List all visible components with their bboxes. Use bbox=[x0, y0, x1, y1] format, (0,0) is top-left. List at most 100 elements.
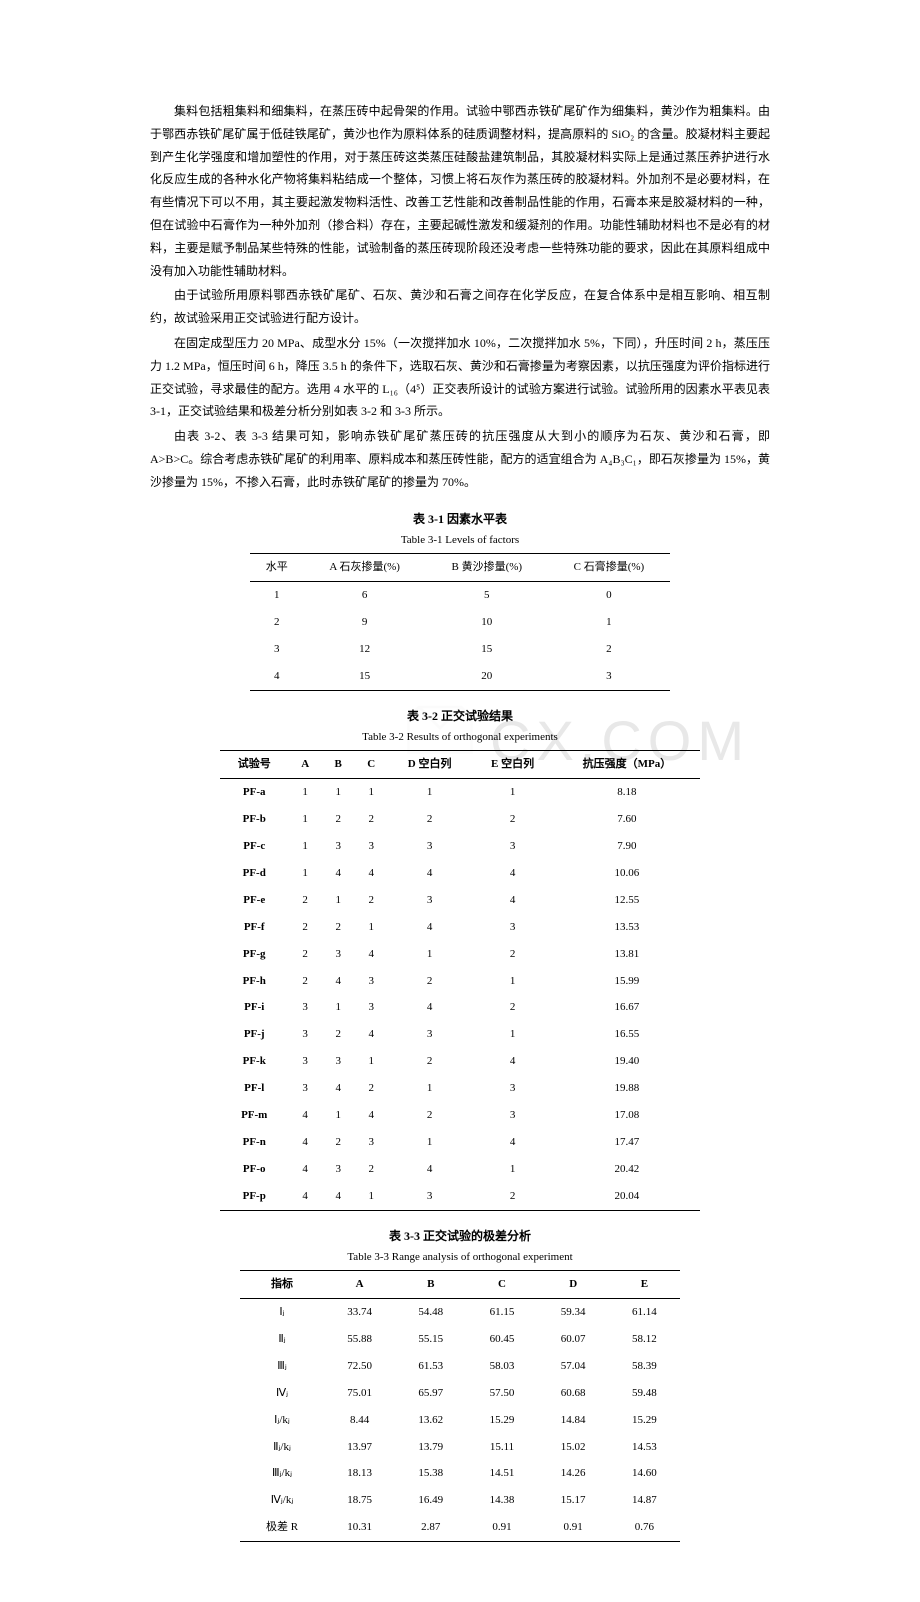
table-cell: 15.29 bbox=[609, 1407, 680, 1434]
table-header: C bbox=[354, 751, 387, 779]
table-cell: 0.76 bbox=[609, 1514, 680, 1541]
table-row: Ⅰⱼ33.7454.4861.1559.3461.14 bbox=[240, 1299, 680, 1326]
table-cell: 20 bbox=[426, 663, 548, 690]
table-cell: 4 bbox=[388, 994, 471, 1021]
table-cell: 3 bbox=[322, 941, 355, 968]
table-header: B bbox=[395, 1271, 466, 1299]
table-cell: PF-d bbox=[220, 860, 288, 887]
table-cell: 1 bbox=[388, 1075, 471, 1102]
table-cell: 2 bbox=[250, 609, 304, 636]
table-header: E bbox=[609, 1271, 680, 1299]
table-cell: 1 bbox=[322, 779, 355, 806]
table-cell: 1 bbox=[388, 1129, 471, 1156]
table-cell: 15.38 bbox=[395, 1460, 466, 1487]
table-header: A 石灰掺量(%) bbox=[304, 554, 426, 582]
table-cell: 10.31 bbox=[324, 1514, 395, 1541]
table-cell: 15 bbox=[304, 663, 426, 690]
table-cell: 10 bbox=[426, 609, 548, 636]
table-cell: PF-e bbox=[220, 887, 288, 914]
table-cell: 54.48 bbox=[395, 1299, 466, 1326]
table-row: PF-l3421319.88 bbox=[220, 1075, 700, 1102]
table-cell: 3 bbox=[288, 1021, 321, 1048]
table-cell: 3 bbox=[388, 1183, 471, 1210]
table-cell: 4 bbox=[388, 860, 471, 887]
paragraph-3: 在固定成型压力 20 MPa、成型水分 15%（一次搅拌加水 10%，二次搅拌加… bbox=[150, 332, 770, 423]
table-cell: 3 bbox=[322, 1048, 355, 1075]
table-cell: PF-c bbox=[220, 833, 288, 860]
table-cell: 61.53 bbox=[395, 1353, 466, 1380]
table-cell: 58.39 bbox=[609, 1353, 680, 1380]
table-cell: Ⅳⱼ/kⱼ bbox=[240, 1487, 324, 1514]
table-cell: 2 bbox=[354, 887, 387, 914]
table-cell: 2 bbox=[288, 941, 321, 968]
table-cell: 1 bbox=[322, 887, 355, 914]
table-cell: 16.55 bbox=[554, 1021, 700, 1048]
table-cell: 55.15 bbox=[395, 1326, 466, 1353]
table-cell: 14.84 bbox=[538, 1407, 609, 1434]
table-cell: 15.17 bbox=[538, 1487, 609, 1514]
table-cell: 14.26 bbox=[538, 1460, 609, 1487]
table-cell: 3 bbox=[250, 636, 304, 663]
table-cell: 60.45 bbox=[466, 1326, 537, 1353]
table-cell: 1 bbox=[288, 779, 321, 806]
table-cell: Ⅰⱼ bbox=[240, 1299, 324, 1326]
table-cell: 1 bbox=[471, 1156, 554, 1183]
table-header: C 石膏掺量(%) bbox=[548, 554, 670, 582]
table-cell: 1 bbox=[388, 941, 471, 968]
table-cell: 5 bbox=[426, 582, 548, 609]
table-cell: PF-h bbox=[220, 968, 288, 995]
table-cell: 61.14 bbox=[609, 1299, 680, 1326]
paragraph-1: 集料包括粗集料和细集料，在蒸压砖中起骨架的作用。试验中鄂西赤铁矿尾矿作为细集料，… bbox=[150, 100, 770, 282]
table-cell: 3 bbox=[288, 1075, 321, 1102]
table-cell: 15.29 bbox=[466, 1407, 537, 1434]
table-cell: 1 bbox=[471, 968, 554, 995]
table-cell: 2 bbox=[388, 1102, 471, 1129]
table-row: PF-b122227.60 bbox=[220, 806, 700, 833]
table-cell: 4 bbox=[322, 1075, 355, 1102]
table-cell: PF-k bbox=[220, 1048, 288, 1075]
table-cell: PF-o bbox=[220, 1156, 288, 1183]
paragraph-2: 由于试验所用原料鄂西赤铁矿尾矿、石灰、黄沙和石膏之间存在化学反应，在复合体系中是… bbox=[150, 284, 770, 330]
table-header: E 空白列 bbox=[471, 751, 554, 779]
table-cell: 57.50 bbox=[466, 1380, 537, 1407]
table-row: PF-k3312419.40 bbox=[220, 1048, 700, 1075]
table-cell: 3 bbox=[471, 1075, 554, 1102]
table-cell: 2 bbox=[288, 887, 321, 914]
table-cell: 3 bbox=[471, 1102, 554, 1129]
table-cell: 4 bbox=[354, 1021, 387, 1048]
table-cell: 14.38 bbox=[466, 1487, 537, 1514]
table-cell: 15.02 bbox=[538, 1434, 609, 1461]
table-cell: 8.44 bbox=[324, 1407, 395, 1434]
table-cell: 3 bbox=[354, 833, 387, 860]
table-cell: 2 bbox=[354, 1156, 387, 1183]
table-cell: 4 bbox=[471, 1048, 554, 1075]
table-cell: 13.97 bbox=[324, 1434, 395, 1461]
table-row: Ⅳⱼ75.0165.9757.5060.6859.48 bbox=[240, 1380, 680, 1407]
table-cell: 15 bbox=[426, 636, 548, 663]
table-cell: 14.60 bbox=[609, 1460, 680, 1487]
table-cell: 4 bbox=[388, 1156, 471, 1183]
table-cell: 60.68 bbox=[538, 1380, 609, 1407]
table-cell: 极差 R bbox=[240, 1514, 324, 1541]
table-cell: 4 bbox=[288, 1156, 321, 1183]
table-cell: Ⅲⱼ bbox=[240, 1353, 324, 1380]
table-cell: 75.01 bbox=[324, 1380, 395, 1407]
table-3-1: 水平A 石灰掺量(%)B 黄沙掺量(%)C 石膏掺量(%) 1650291013… bbox=[250, 553, 670, 690]
table-cell: 12 bbox=[304, 636, 426, 663]
table-cell: 4 bbox=[388, 914, 471, 941]
table-header: 试验号 bbox=[220, 751, 288, 779]
table-cell: 14.53 bbox=[609, 1434, 680, 1461]
table-cell: 2 bbox=[354, 806, 387, 833]
table-cell: 4 bbox=[354, 941, 387, 968]
table-cell: 8.18 bbox=[554, 779, 700, 806]
table-cell: 2 bbox=[322, 1129, 355, 1156]
table-cell: 4 bbox=[322, 1183, 355, 1210]
table-cell: 10.06 bbox=[554, 860, 700, 887]
table-row: Ⅱⱼ55.8855.1560.4560.0758.12 bbox=[240, 1326, 680, 1353]
table-cell: 4 bbox=[471, 887, 554, 914]
table-cell: 3 bbox=[548, 663, 670, 690]
table-cell: 2 bbox=[288, 968, 321, 995]
table-cell: 4 bbox=[471, 860, 554, 887]
table-cell: Ⅲⱼ/kⱼ bbox=[240, 1460, 324, 1487]
table-cell: 59.34 bbox=[538, 1299, 609, 1326]
